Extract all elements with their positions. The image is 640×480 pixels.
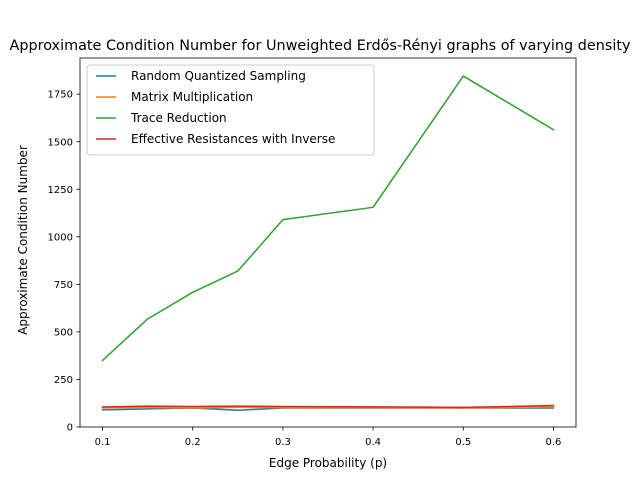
x-tick-label: 0.6 [546, 437, 562, 448]
legend: Random Quantized Sampling Matrix Multipli… [86, 64, 375, 156]
plot-area: 0.1 0.2 0.3 0.4 0.5 0.6 0 250 500 750 1000 1250 1500… [48, 57, 577, 448]
legend-label-4: Effective Resistances with Inverse [131, 132, 335, 146]
x-tick-label: 0.4 [365, 437, 381, 448]
x-axis-label: Edge Probability (p) [269, 456, 387, 470]
x-tick-label: 0.1 [95, 437, 111, 448]
series-line-3 [101, 75, 555, 362]
y-tick-label: 0 [67, 423, 73, 434]
y-axis-label: Approximate Condition Number [16, 145, 30, 335]
x-tick-label: 0.2 [185, 437, 201, 448]
series-line-4 [101, 404, 555, 409]
y-tick-label: 1750 [48, 90, 73, 101]
y-tick-label: 500 [54, 327, 73, 338]
legend-label-1: Random Quantized Sampling [131, 69, 306, 83]
y-tick-label: 750 [54, 280, 73, 291]
chart-title: Approximate Condition Number for Unweigh… [9, 38, 631, 54]
x-tick-label: 0.3 [275, 437, 291, 448]
legend-label-3: Trace Reduction [130, 111, 227, 125]
legend-box [86, 64, 375, 156]
y-tick-label: 1500 [48, 137, 73, 148]
y-tick-label: 250 [54, 375, 73, 386]
legend-label-2: Matrix Multiplication [131, 90, 253, 104]
y-tick-label: 1000 [48, 232, 73, 243]
y-tick-label: 1250 [48, 185, 73, 196]
axes-frame [79, 57, 577, 428]
x-tick-label: 0.5 [455, 437, 471, 448]
